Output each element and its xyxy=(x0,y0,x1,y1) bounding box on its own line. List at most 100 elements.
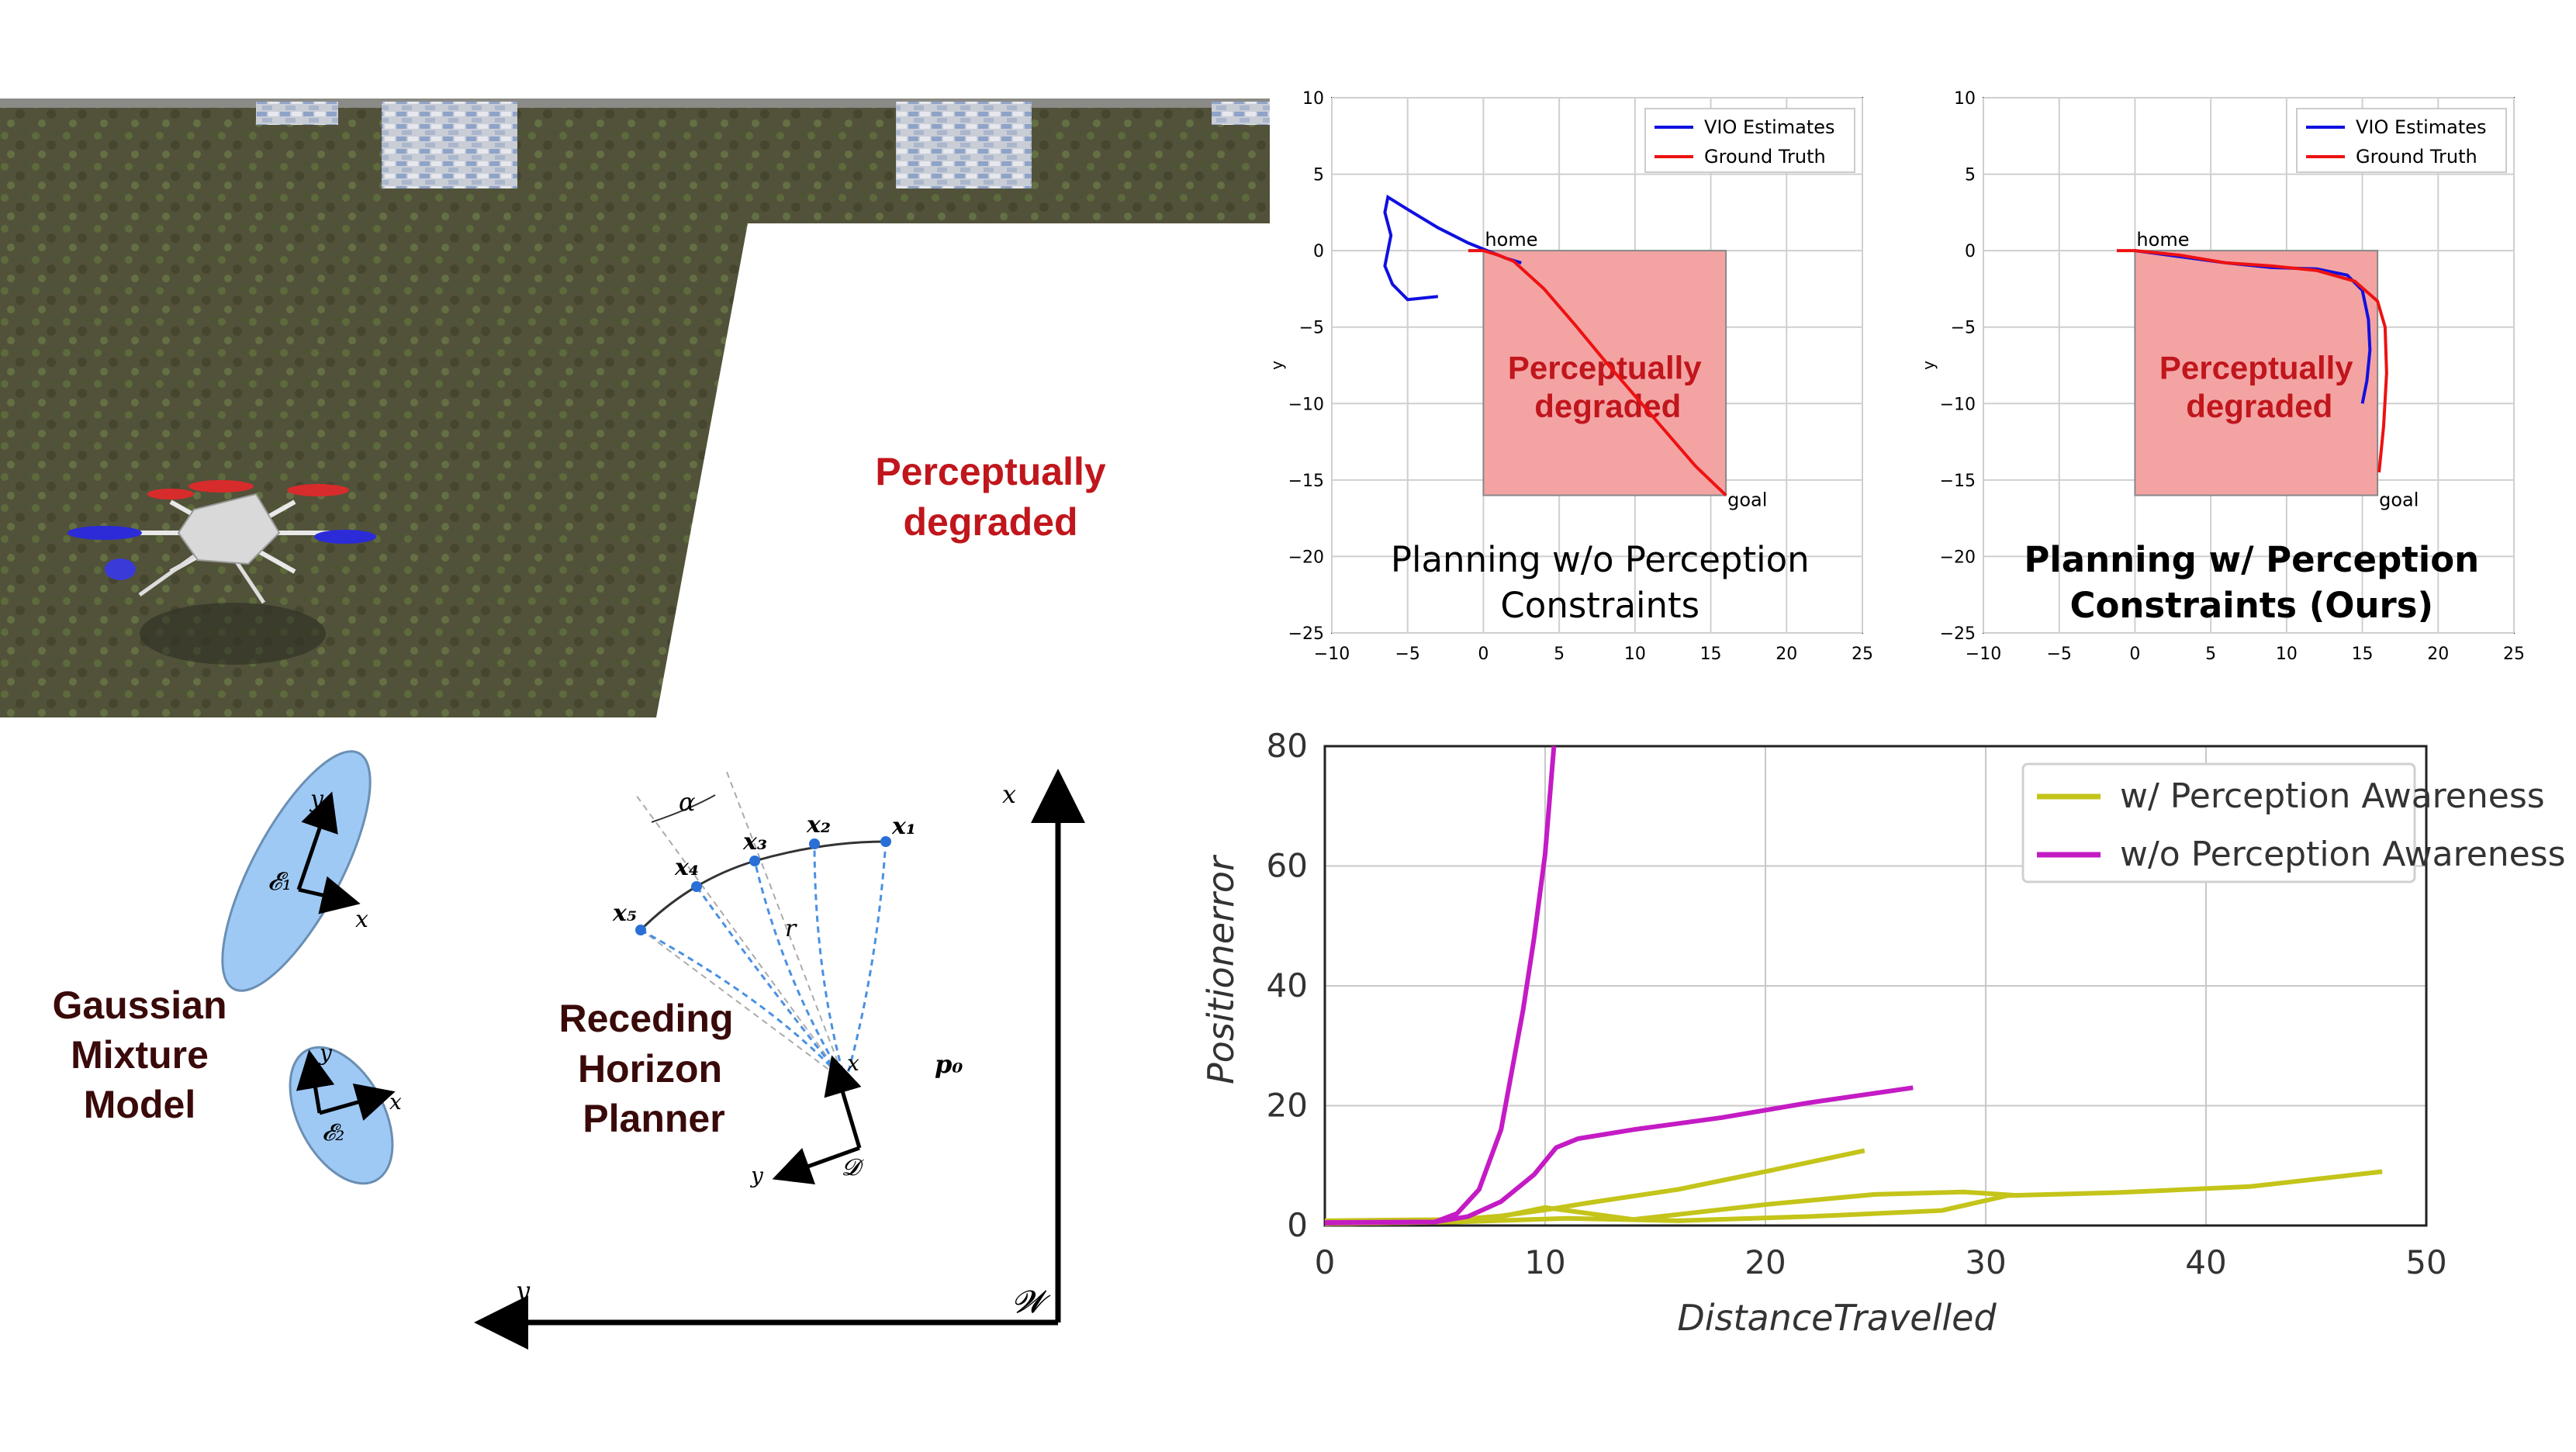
series-line-with xyxy=(1324,1169,2383,1226)
legend-label: VIO Estimates xyxy=(1704,116,1835,138)
y-tick-label: 5 xyxy=(1965,166,1976,185)
x-tick-label: −10 xyxy=(1966,645,2001,664)
series-line-without xyxy=(1324,745,1557,1226)
x-tick-label: −5 xyxy=(1395,645,1419,664)
chart-svg-2: 0 10 20 30 40 50 0 20 40 60 80 DistanceTravelled Pos… xyxy=(1200,727,2566,1339)
y-tick-label: −10 xyxy=(1940,395,1976,414)
y-tick-label: −25 xyxy=(1288,624,1324,644)
legend-label: w/o Perception Awareness xyxy=(2120,835,2566,874)
gmm-label-1: Gaussian xyxy=(52,984,226,1027)
y-axis-label: y xyxy=(1921,361,1938,370)
y-tick-label: 80 xyxy=(1267,727,1308,765)
waypoint-label-1: x₁ xyxy=(891,813,916,840)
y-tick-label: 5 xyxy=(1313,166,1324,185)
horizon xyxy=(0,99,1270,108)
legend-label: Ground Truth xyxy=(2356,146,2477,168)
x-tick-label: 30 xyxy=(1965,1243,2006,1281)
y-tick-label: 0 xyxy=(1965,242,1976,261)
annotation-goal: goal xyxy=(1727,489,1767,511)
scene-panel: Perceptually degraded xyxy=(0,99,1270,717)
ellipse1-label: 𝓔₁ xyxy=(268,866,292,896)
drone-icon xyxy=(67,480,376,665)
y-tick-label: 60 xyxy=(1267,847,1308,885)
region-label-line1: Perceptually xyxy=(1508,350,1702,386)
x-tick-label: 10 xyxy=(2276,645,2298,664)
x-tick-label: 20 xyxy=(2427,645,2449,664)
legend-label: Ground Truth xyxy=(1704,146,1826,168)
legend-label: w/ Perception Awareness xyxy=(2120,776,2545,816)
block xyxy=(256,102,338,125)
p0-label: p₀ xyxy=(935,1049,963,1079)
y-tick-label: −20 xyxy=(1940,548,1976,567)
x-tick-label: 10 xyxy=(1524,1243,1565,1281)
diagram-svg: y x 𝓔₁ y x 𝓔₂ Gaussian Mixture Model Rec… xyxy=(52,750,1085,1350)
alpha-label: α xyxy=(679,787,696,817)
axis-arrow xyxy=(296,1049,335,1114)
x-tick-label: 20 xyxy=(1744,1243,1786,1281)
x-tick-label: 25 xyxy=(1852,645,1873,664)
caption-line2: Constraints (Ours) xyxy=(2069,585,2433,626)
legend-box xyxy=(2296,108,2507,173)
ellipse2-label: 𝓔₂ xyxy=(322,1119,344,1146)
y-tick-label: −15 xyxy=(1288,472,1324,491)
x-axis-label: DistanceTravelled xyxy=(1677,1297,1997,1339)
world-frame-label: 𝓦 xyxy=(1012,1284,1051,1320)
x-tick-label: 0 xyxy=(1478,645,1489,664)
x-tick-label: 5 xyxy=(1554,645,1565,664)
x-tick-label: 0 xyxy=(1315,1243,1336,1281)
caption-line1: Planning w/ Perception xyxy=(2024,539,2479,580)
ellipse1-y-label: y xyxy=(309,786,324,813)
y-tick-label: 40 xyxy=(1267,966,1308,1004)
caption-line1: Planning w/o Perception xyxy=(1391,539,1810,580)
plot-frame xyxy=(1323,745,2428,1227)
annotation-goal: goal xyxy=(2379,489,2419,511)
y-tick-label: −10 xyxy=(1288,395,1324,414)
annotation-home: home xyxy=(1485,229,1537,251)
series-line-with xyxy=(1324,1148,1865,1223)
gmm-label-2: Mixture xyxy=(71,1033,209,1077)
x-tick-label: 10 xyxy=(1624,645,1646,664)
y-axis-label: Positionerror xyxy=(1200,854,1242,1084)
y-tick-label: 0 xyxy=(1313,242,1324,261)
y-tick-label: −5 xyxy=(1951,319,1976,338)
chart-svg-0: −10 −5 0 5 10 15 20 25 10 5 0 −5 −10 −15 −20 −25 y Percep… xyxy=(1267,89,1873,664)
y-tick-label: 0 xyxy=(1287,1206,1308,1244)
ellipse2-x-label: x xyxy=(389,1089,402,1115)
y-tick-label: 20 xyxy=(1267,1087,1308,1125)
ellipse1-x-label: x xyxy=(355,906,368,933)
scene-label-line2: degraded xyxy=(903,500,1077,544)
x-tick-label: 15 xyxy=(1700,645,1722,664)
world-y-label: y xyxy=(514,1276,531,1305)
waypoint-label-5: x₅ xyxy=(612,900,637,927)
chart-without-constraints: −10 −5 0 5 10 15 20 25 10 5 0 −5 −10 −15 −20 −25 y Percep… xyxy=(1267,84,1921,720)
x-tick-label: 25 xyxy=(2503,645,2525,664)
degraded-area xyxy=(656,223,1270,717)
y-tick-label: 10 xyxy=(1954,89,1976,109)
ellipse2-y-label: y xyxy=(318,1040,333,1066)
chart-position-error: 0 10 20 30 40 50 0 20 40 60 80 DistanceTravelled Pos… xyxy=(1195,717,2576,1353)
region-label-line2: degraded xyxy=(2186,388,2332,424)
series-line-truth xyxy=(2116,249,2388,473)
waypoint-label-3: x₃ xyxy=(742,828,767,856)
x-tick-label: 40 xyxy=(2185,1243,2226,1281)
x-tick-label: 15 xyxy=(2352,645,2374,664)
caption-line2: Constraints xyxy=(1500,585,1699,626)
legend-box xyxy=(2021,762,2416,883)
block xyxy=(1212,102,1270,125)
planner-fan xyxy=(635,767,891,1185)
gaussian-ellipse-1 xyxy=(221,750,372,992)
y-tick-label: −20 xyxy=(1288,548,1324,567)
drone-y-label: y xyxy=(749,1163,764,1188)
diagram-panel: y x 𝓔₁ y x 𝓔₂ Gaussian Mixture Model Rec… xyxy=(0,717,1117,1353)
x-tick-label: 20 xyxy=(1776,645,1797,664)
x-tick-label: 5 xyxy=(2205,645,2216,664)
drone-x-label: x xyxy=(847,1050,859,1076)
chart-with-constraints: −10 −5 0 5 10 15 20 25 10 5 0 −5 −10 −15 −20 −25 y Percep… xyxy=(1919,84,2576,720)
gaussian-ellipse-2 xyxy=(289,1046,394,1185)
rhp-label-2: Horizon xyxy=(578,1047,722,1091)
y-tick-label: −25 xyxy=(1940,624,1976,644)
region-label-line2: degraded xyxy=(1534,388,1681,424)
x-tick-label: 50 xyxy=(2405,1243,2446,1281)
block xyxy=(896,102,1032,188)
series-line-truth xyxy=(1468,249,1727,497)
